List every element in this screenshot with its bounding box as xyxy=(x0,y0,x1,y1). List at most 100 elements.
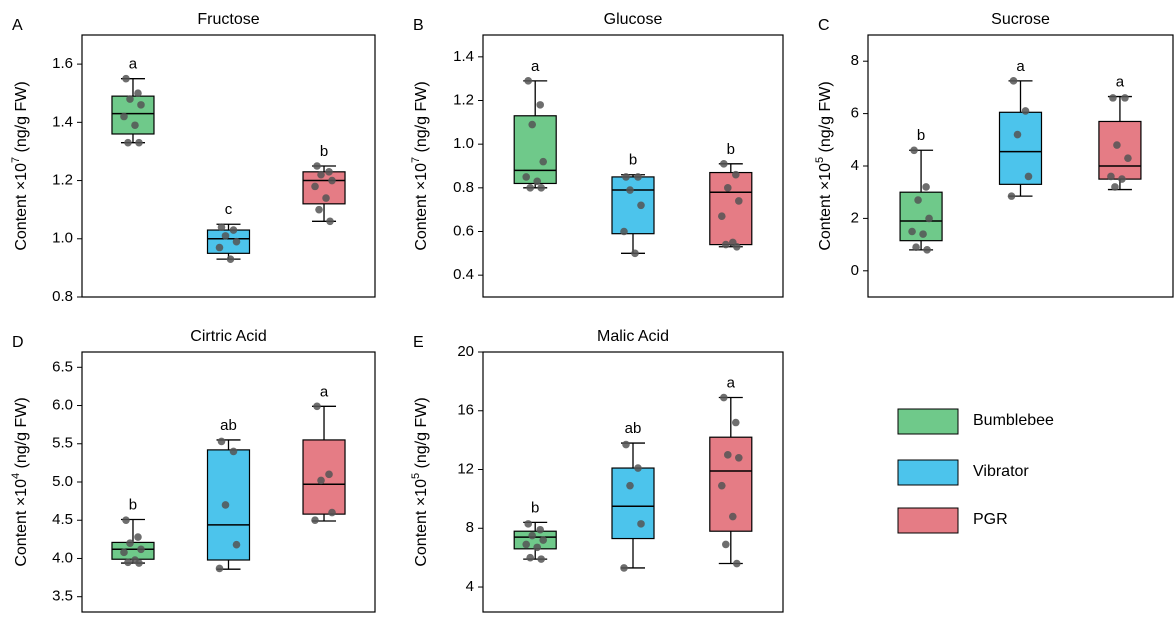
y-tick-label: 1.2 xyxy=(453,91,474,108)
data-point xyxy=(533,543,541,552)
y-label-exponent: 5 xyxy=(410,473,422,479)
data-point xyxy=(217,437,226,446)
data-point xyxy=(724,184,732,192)
y-tick-label: 2 xyxy=(851,209,859,226)
y-label-unit: (ng/g FW) xyxy=(13,81,30,157)
data-point xyxy=(325,470,333,479)
data-point xyxy=(620,564,628,572)
significance-letter: c xyxy=(225,201,233,218)
data-point xyxy=(317,476,325,485)
data-point xyxy=(1109,94,1117,102)
data-point xyxy=(720,393,728,402)
data-point xyxy=(533,177,541,186)
y-tick-label: 4.5 xyxy=(52,511,73,528)
data-point xyxy=(131,121,139,130)
data-point xyxy=(720,160,728,168)
data-point xyxy=(524,77,532,85)
data-point xyxy=(908,227,916,236)
y-axis-label: Content ×107 (ng/g FW) xyxy=(10,81,30,250)
y-label-exponent: 7 xyxy=(410,157,422,163)
data-point xyxy=(1113,141,1121,149)
box xyxy=(611,176,655,235)
data-point xyxy=(229,226,238,234)
data-point xyxy=(626,481,634,490)
data-point xyxy=(536,525,544,534)
y-label-text: Content ×10 xyxy=(413,163,430,251)
data-point xyxy=(137,545,145,554)
significance-letter: a xyxy=(320,383,329,400)
y-axis-label: Content ×105 (ng/g FW) xyxy=(410,397,430,566)
y-label-exponent: 5 xyxy=(814,157,826,163)
y-label-text: Content ×10 xyxy=(413,479,430,567)
y-tick-label: 4.0 xyxy=(52,549,73,566)
plot-frame xyxy=(867,34,1174,298)
data-point xyxy=(120,112,128,121)
data-point xyxy=(522,173,530,181)
box xyxy=(998,111,1043,185)
data-point xyxy=(328,508,336,517)
data-point xyxy=(215,564,224,573)
data-point xyxy=(634,173,642,181)
significance-letter: a xyxy=(1016,58,1025,75)
data-point xyxy=(1118,175,1126,183)
significance-letter: b xyxy=(917,127,925,144)
y-tick-label: 1.2 xyxy=(52,172,73,189)
y-tick-label: 20 xyxy=(457,343,474,360)
data-point xyxy=(718,212,726,221)
panel-label: D xyxy=(12,334,24,351)
box xyxy=(302,439,346,515)
data-point xyxy=(735,197,743,205)
y-tick-label: 8 xyxy=(851,52,859,69)
data-point xyxy=(733,559,741,568)
y-tick-label: 5.0 xyxy=(52,473,73,490)
data-point xyxy=(733,242,741,251)
legend-label: Bumblebee xyxy=(973,412,1054,429)
data-point xyxy=(526,184,534,192)
y-tick-label: 6.5 xyxy=(52,358,73,375)
y-tick-label: 4 xyxy=(851,157,859,174)
significance-letter: b xyxy=(320,143,328,160)
chart-title: Cirtric Acid xyxy=(190,328,266,345)
data-point xyxy=(134,89,142,98)
data-point xyxy=(919,230,927,238)
y-label-exponent: 7 xyxy=(10,157,22,163)
data-point xyxy=(1013,130,1022,139)
y-tick-label: 1.4 xyxy=(453,48,474,65)
data-point xyxy=(722,240,730,249)
y-tick-label: 0.6 xyxy=(453,222,474,239)
significance-letter: ab xyxy=(220,417,237,434)
data-point xyxy=(537,555,545,563)
data-point xyxy=(317,170,325,179)
data-point xyxy=(217,223,226,231)
data-point xyxy=(732,418,740,427)
data-point xyxy=(718,481,726,490)
data-point xyxy=(1024,172,1033,181)
significance-letter: a xyxy=(1116,74,1125,91)
data-point xyxy=(634,464,642,472)
data-point xyxy=(622,173,630,181)
data-point xyxy=(122,74,130,83)
data-point xyxy=(221,501,230,509)
y-axis-label: Content ×105 (ng/g FW) xyxy=(814,81,834,250)
significance-letter: a xyxy=(129,56,138,73)
y-tick-label: 0 xyxy=(851,262,859,279)
panel-label: C xyxy=(818,17,830,34)
data-point xyxy=(215,243,224,252)
legend-label: PGR xyxy=(973,511,1008,528)
data-point xyxy=(912,243,920,252)
data-point xyxy=(724,451,732,459)
data-point xyxy=(522,540,530,549)
significance-letter: b xyxy=(531,499,539,516)
data-point xyxy=(1021,107,1030,115)
panel-label: B xyxy=(413,17,424,34)
plot-frame xyxy=(482,34,784,298)
y-tick-label: 0.8 xyxy=(52,288,73,305)
significance-letter: a xyxy=(531,58,540,75)
y-tick-label: 1.4 xyxy=(52,113,73,130)
data-point xyxy=(1107,172,1115,181)
data-point xyxy=(735,453,743,462)
data-point xyxy=(232,237,241,246)
data-point xyxy=(732,170,740,179)
